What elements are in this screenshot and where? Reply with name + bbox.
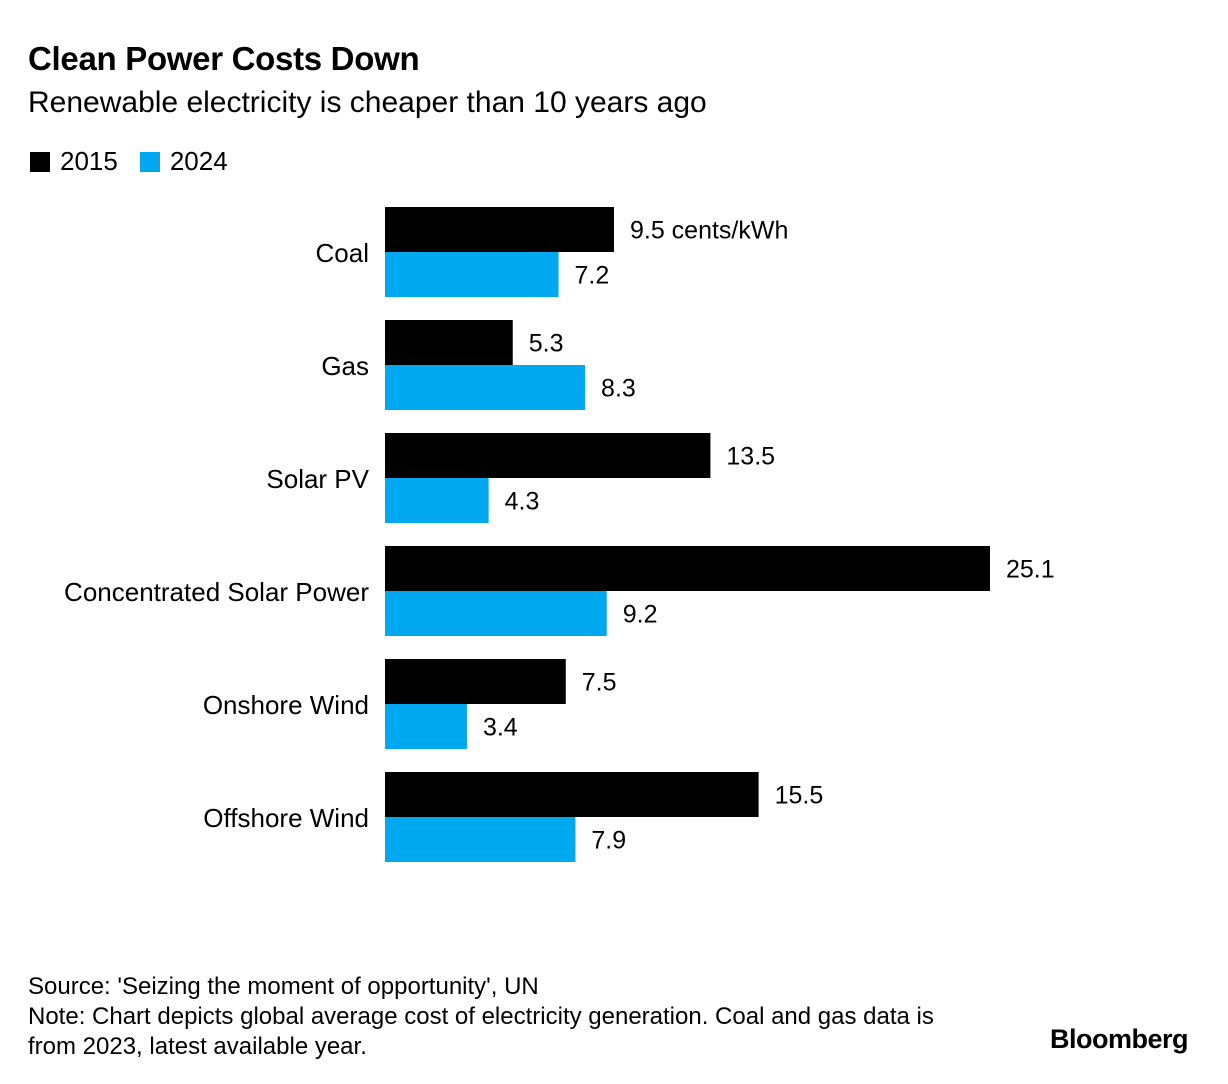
legend-label-2024: 2024 [169,146,228,176]
legend-swatch-2024 [139,151,160,172]
category-label-solar-pv: Solar PV [266,464,369,494]
category-label-coal: Coal [316,238,369,268]
value-label-concentrated-solar-power-2024: 9.2 [623,601,658,629]
bar-solar-pv-2015 [385,433,711,478]
chart-title: Clean Power Costs Down [28,40,420,77]
bar-offshore-wind-2024 [385,817,576,862]
footer: Source: 'Seizing the moment of opportuni… [28,972,988,1062]
legend-swatch-2015 [30,151,50,172]
chart-subtitle: Renewable electricity is cheaper than 10… [28,86,707,119]
bar-gas-2015 [385,320,513,365]
bloomberg-logo: Bloomberg [1049,1024,1189,1054]
bar-onshore-wind-2024 [385,704,467,749]
value-label-offshore-wind-2015: 15.5 [775,782,824,810]
value-label-offshore-wind-2024: 7.9 [591,827,626,855]
legend-item-2024: 2024 [139,146,228,177]
legend: 2015 2024 [30,146,250,177]
category-label-offshore-wind: Offshore Wind [203,803,369,833]
value-label-gas-2024: 8.3 [601,375,636,403]
value-label-solar-pv-2024: 4.3 [505,488,540,516]
category-label-gas: Gas [321,351,369,381]
note-text: Note: Chart depicts global average cost … [28,1003,934,1060]
bar-concentrated-solar-power-2024 [385,591,607,636]
value-label-onshore-wind-2024: 3.4 [483,714,518,742]
value-label-solar-pv-2015: 13.5 [726,443,775,471]
value-label-coal-2015: 9.5 cents/kWh [630,217,788,245]
value-label-coal-2024: 7.2 [575,262,610,290]
bar-coal-2024 [385,252,559,297]
bar-solar-pv-2024 [385,478,489,523]
legend-label-2015: 2015 [60,146,118,176]
bar-concentrated-solar-power-2015 [385,546,990,591]
legend-item-2015: 2015 [30,146,118,177]
bar-offshore-wind-2015 [385,772,759,817]
value-label-gas-2015: 5.3 [529,330,564,358]
bar-onshore-wind-2015 [385,659,566,704]
bar-coal-2015 [385,207,614,252]
category-label-concentrated-solar-power: Concentrated Solar Power [64,577,369,607]
value-label-onshore-wind-2015: 7.5 [582,669,617,697]
value-label-concentrated-solar-power-2015: 25.1 [1006,556,1055,584]
category-label-onshore-wind: Onshore Wind [203,690,369,720]
bar-gas-2024 [385,365,586,410]
source-text: Source: 'Seizing the moment of opportuni… [28,973,539,1000]
bar-chart: Coal 9.5 cents/kWh 7.2 Gas 5.3 8.3 Solar PV 13.… [64,207,1055,862]
